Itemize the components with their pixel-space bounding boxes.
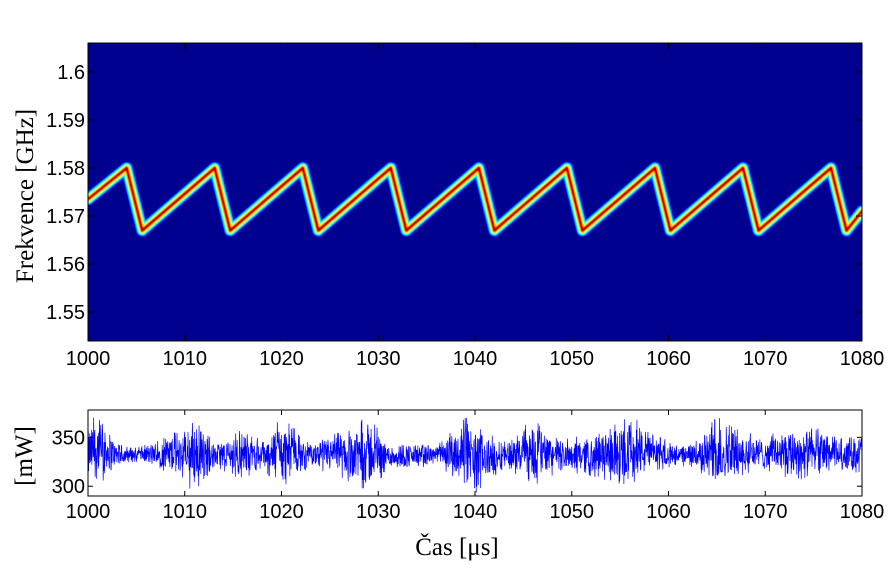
y-tick-label: 1.59 — [46, 110, 85, 132]
spectrogram-panel: 1000 1010 1020 1030 1040 1050 1060 1070 1080 1.5… — [12, 42, 885, 370]
x-tick-label: 1040 — [453, 501, 498, 523]
x-tick-label: 1050 — [550, 348, 595, 370]
x-tick-label: 1070 — [743, 501, 788, 523]
x-tick-label: 1030 — [356, 501, 401, 523]
x-tick-label: 1070 — [743, 348, 788, 370]
x-tick-label: 1040 — [453, 348, 498, 370]
x-tick-label: 1060 — [646, 348, 691, 370]
y-tick-label: 1.6 — [57, 62, 85, 84]
x-tick-label: 1080 — [840, 501, 885, 523]
x-tick-label: 1080 — [840, 348, 885, 370]
y-tick-label: 1.58 — [46, 158, 85, 180]
power-y-axis-label: [mW] — [11, 426, 38, 486]
x-tick-label: 1010 — [163, 501, 208, 523]
y-tick-label: 350 — [52, 427, 85, 449]
x-tick-label: 1030 — [356, 348, 401, 370]
x-tick-label: 1010 — [163, 348, 208, 370]
y-tick-label: 1.56 — [46, 254, 85, 276]
x-tick-label: 1060 — [646, 501, 691, 523]
x-tick-label: 1000 — [66, 348, 111, 370]
x-tick-label: 1020 — [259, 348, 304, 370]
y-tick-label: 1.55 — [46, 302, 85, 324]
spectrogram-ridge — [88, 161, 862, 237]
power-trace — [88, 417, 862, 493]
y-tick-label: 1.57 — [46, 206, 85, 228]
power-x-ticks: 1000 1010 1020 1030 1040 1050 1060 1070 1080 — [66, 410, 885, 523]
power-series-line — [88, 417, 862, 493]
x-tick-label: 1050 — [550, 501, 595, 523]
power-y-ticks: 300 350 — [52, 427, 862, 498]
x-tick-label: 1020 — [259, 501, 304, 523]
x-tick-label: 1000 — [66, 501, 111, 523]
power-panel: 1000 1010 1020 1030 1040 1050 1060 1070 1080 300… — [11, 409, 885, 561]
spectrogram-y-axis-label: Frekvence [GHz] — [12, 109, 39, 283]
power-x-axis-label: Čas [μs] — [415, 533, 499, 561]
y-tick-label: 300 — [52, 476, 85, 498]
spectrogram-x-ticks: 1000 1010 1020 1030 1040 1050 1060 1070 1080 — [66, 43, 885, 370]
spectrogram-y-ticks: 1.55 1.56 1.57 1.58 1.59 1.6 — [46, 62, 862, 324]
ridge-layer-core — [88, 167, 862, 232]
